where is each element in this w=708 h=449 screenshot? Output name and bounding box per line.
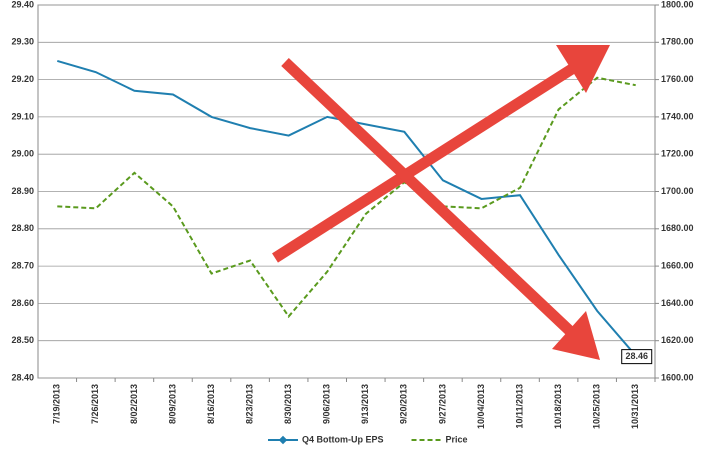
- x-tick-label: 8/09/2013: [167, 384, 177, 424]
- x-tick-label: 8/30/2013: [283, 384, 293, 424]
- y-tick-label: 28.70: [11, 260, 34, 270]
- y2-tick-label: 1720.00: [661, 149, 694, 159]
- y-tick-label: 28.90: [11, 186, 34, 196]
- x-tick-label: 8/02/2013: [129, 384, 139, 424]
- y-tick-label: 28.50: [11, 335, 34, 345]
- legend-label: Q4 Bottom-Up EPS: [302, 434, 384, 444]
- x-tick-label: 10/04/2013: [476, 384, 486, 429]
- x-tick-label: 10/31/2013: [630, 384, 640, 429]
- y-tick-label: 29.10: [11, 111, 34, 121]
- x-tick-label: 10/25/2013: [592, 384, 602, 429]
- y2-tick-label: 1740.00: [661, 111, 694, 121]
- x-tick-label: 9/20/2013: [399, 384, 409, 424]
- y-tick-label: 28.60: [11, 298, 34, 308]
- legend-marker: [278, 435, 288, 445]
- x-tick-label: 10/11/2013: [514, 384, 524, 429]
- y-tick-label: 28.40: [11, 372, 34, 382]
- y2-tick-label: 1800.00: [661, 0, 694, 9]
- up-arrow-head: [556, 45, 610, 93]
- x-tick-label: 10/18/2013: [553, 384, 563, 429]
- y-tick-label: 29.30: [11, 37, 34, 47]
- x-tick-label: 9/06/2013: [322, 384, 332, 424]
- y-tick-label: 29.00: [11, 149, 34, 159]
- y2-tick-label: 1660.00: [661, 260, 694, 270]
- y2-tick-label: 1700.00: [661, 186, 694, 196]
- x-tick-label: 9/13/2013: [360, 384, 370, 424]
- x-tick-label: 8/16/2013: [206, 384, 216, 424]
- y2-tick-label: 1680.00: [661, 223, 694, 233]
- annotation-arrows: [272, 45, 610, 360]
- x-tick-label: 7/26/2013: [90, 384, 100, 424]
- y2-tick-label: 1600.00: [661, 372, 694, 382]
- y2-tick-label: 1780.00: [661, 37, 694, 47]
- down-arrow-head: [552, 311, 600, 360]
- x-tick-label: 8/23/2013: [244, 384, 254, 424]
- series-line: [57, 76, 636, 319]
- x-tick-label: 9/27/2013: [437, 384, 447, 424]
- value-label: 28.46: [625, 351, 648, 361]
- y2-tick-label: 1760.00: [661, 74, 694, 84]
- y-tick-label: 29.20: [11, 74, 34, 84]
- y2-tick-label: 1620.00: [661, 335, 694, 345]
- y-tick-label: 29.40: [11, 0, 34, 9]
- x-tick-label: 7/19/2013: [52, 384, 62, 424]
- down-arrow-shaft: [281, 58, 576, 337]
- y2-tick-label: 1640.00: [661, 298, 694, 308]
- value-label-box: [621, 349, 653, 365]
- y-tick-label: 28.80: [11, 223, 34, 233]
- up-arrow-shaft: [272, 62, 578, 263]
- legend-label: Price: [446, 434, 468, 444]
